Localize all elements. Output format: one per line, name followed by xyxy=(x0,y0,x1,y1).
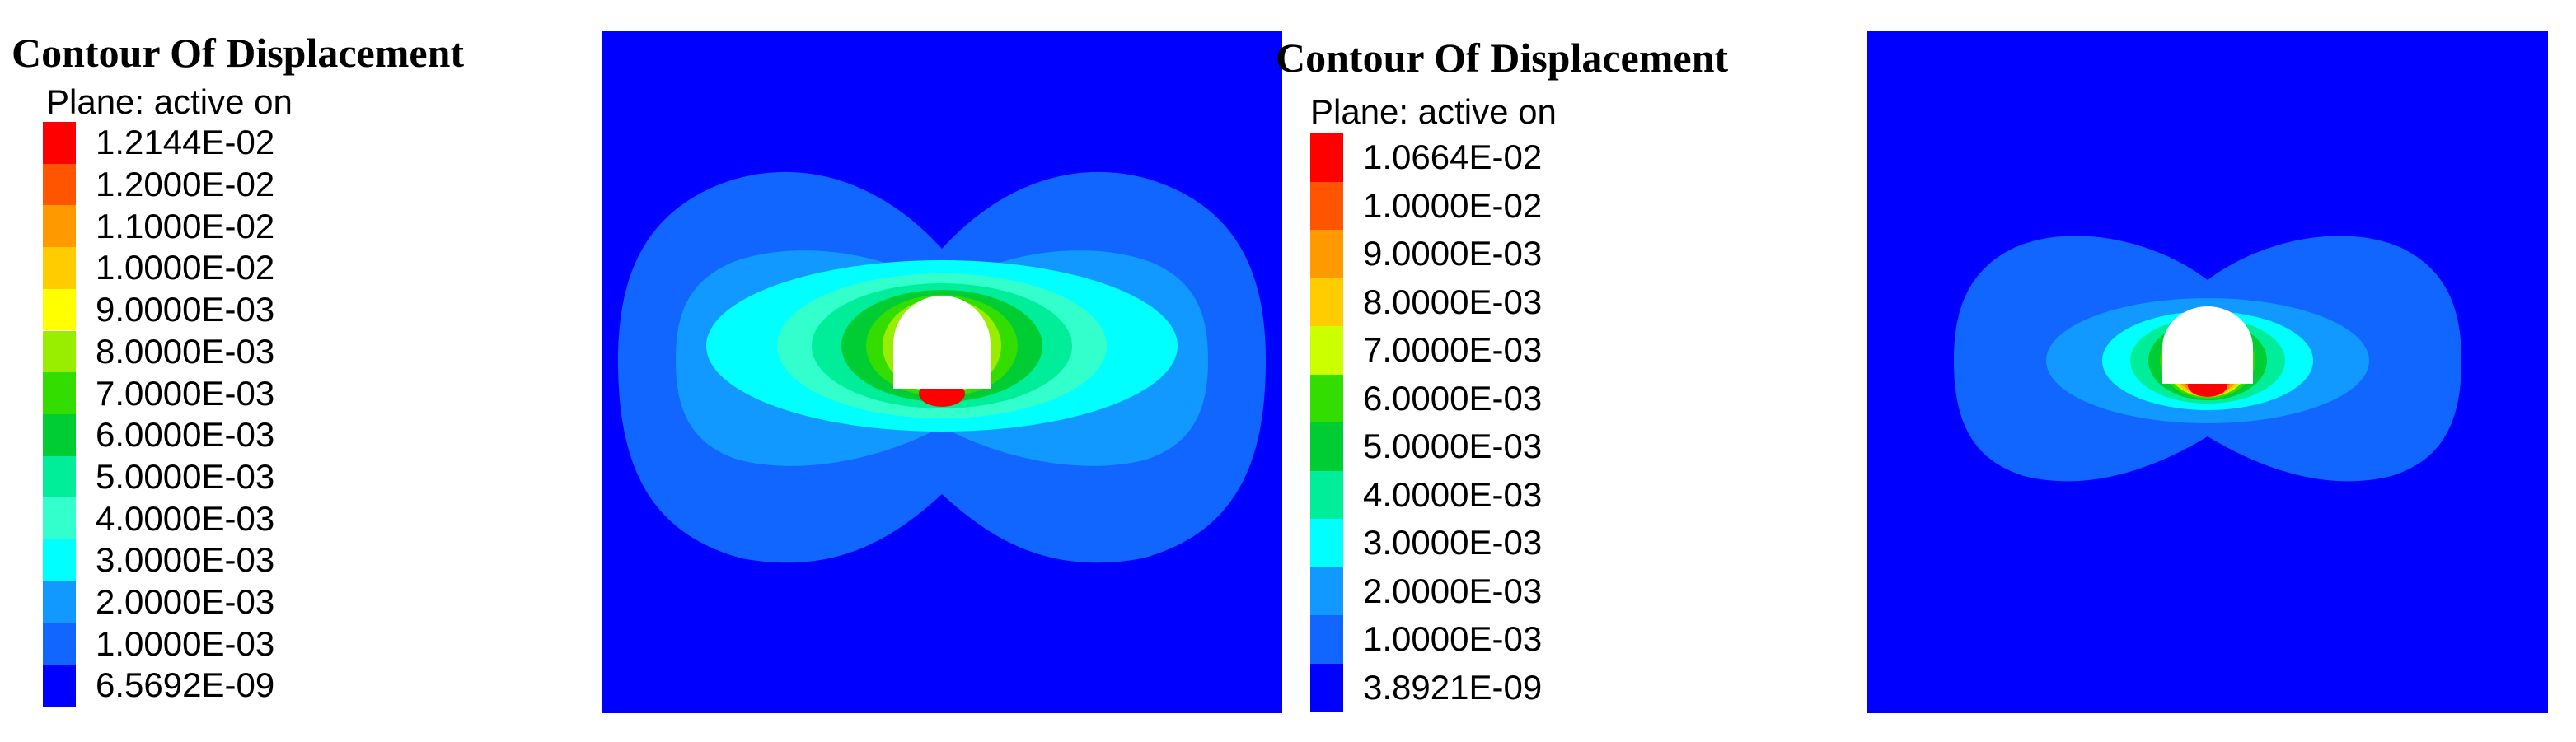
legend-swatch xyxy=(1310,567,1343,615)
legend-item: 1.0000E-02 xyxy=(43,247,389,289)
legend-label: 8.0000E-03 xyxy=(1363,282,1543,321)
legend-label: 4.0000E-03 xyxy=(1363,474,1543,514)
legend-item: 1.1000E-02 xyxy=(43,205,389,248)
legend-item: 3.0000E-03 xyxy=(43,539,389,581)
legend-item: 8.0000E-03 xyxy=(43,330,389,373)
legend-swatch xyxy=(43,163,76,206)
legend-label: 1.0664E-02 xyxy=(1363,138,1543,177)
legend-item: 6.0000E-03 xyxy=(43,413,389,456)
legend-item: 1.2144E-02 xyxy=(43,122,389,164)
legend-item: 1.0000E-03 xyxy=(1310,615,1656,664)
panel-a-contour-plot xyxy=(602,31,1282,713)
legend-label: 8.0000E-03 xyxy=(96,331,275,371)
legend-item: 5.0000E-03 xyxy=(43,455,389,498)
legend-label: 5.0000E-03 xyxy=(96,456,275,496)
legend-swatch xyxy=(43,288,76,331)
legend-label: 6.0000E-03 xyxy=(1363,378,1543,418)
legend-label: 1.0000E-02 xyxy=(1363,185,1543,225)
legend-label: 2.0000E-03 xyxy=(1363,571,1543,610)
panel-a-title: Contour Of Displacement xyxy=(12,30,465,76)
legend-swatch xyxy=(1310,470,1343,519)
legend-label: 5.0000E-03 xyxy=(1363,427,1543,466)
legend-item: 6.0000E-03 xyxy=(1310,374,1656,422)
legend-label: 9.0000E-03 xyxy=(96,290,275,329)
legend-swatch xyxy=(1310,230,1343,278)
tunnel-opening xyxy=(2162,306,2253,384)
legend-label: 1.0000E-02 xyxy=(96,248,275,287)
legend-item: 8.0000E-03 xyxy=(1310,278,1656,326)
legend-swatch xyxy=(43,497,76,539)
legend-swatch xyxy=(1310,615,1343,664)
legend-label: 3.0000E-03 xyxy=(1363,523,1543,562)
legend-item: 4.0000E-03 xyxy=(1310,470,1656,519)
legend-swatch xyxy=(43,539,76,581)
legend-label: 6.0000E-03 xyxy=(96,415,275,455)
legend-label: 3.0000E-03 xyxy=(96,540,275,580)
legend-item: 2.0000E-03 xyxy=(43,581,389,623)
legend-label: 1.0000E-03 xyxy=(1363,619,1543,659)
legend-item: 1.0664E-02 xyxy=(1310,133,1656,182)
legend-item: 6.5692E-09 xyxy=(43,665,389,707)
legend-swatch xyxy=(43,330,76,373)
legend-item: 1.2000E-02 xyxy=(43,163,389,206)
legend-label: 2.0000E-03 xyxy=(96,582,275,622)
legend-label: 9.0000E-03 xyxy=(1363,234,1543,273)
legend-swatch xyxy=(43,581,76,623)
legend-swatch xyxy=(1310,181,1343,230)
panel-b-legend-subtitle: Plane: active on xyxy=(1310,92,1557,131)
legend-swatch xyxy=(43,122,76,164)
legend-item: 5.0000E-03 xyxy=(1310,422,1656,471)
legend-item: 1.0000E-03 xyxy=(43,623,389,665)
legend-item: 9.0000E-03 xyxy=(43,288,389,331)
legend-label: 7.0000E-03 xyxy=(96,373,275,413)
legend-label: 7.0000E-03 xyxy=(1363,330,1543,370)
legend-label: 1.1000E-02 xyxy=(96,206,275,245)
tunnel-opening xyxy=(893,296,991,389)
legend-swatch xyxy=(43,665,76,707)
legend-item: 7.0000E-03 xyxy=(43,372,389,414)
panel-b-title: Contour Of Displacement xyxy=(1276,35,1729,81)
legend-swatch xyxy=(1310,133,1343,182)
legend-label: 4.0000E-03 xyxy=(96,498,275,538)
legend-item: 9.0000E-03 xyxy=(1310,230,1656,278)
legend-swatch xyxy=(43,455,76,498)
legend-swatch xyxy=(1310,422,1343,471)
legend-label: 6.5692E-09 xyxy=(96,665,275,705)
legend-swatch xyxy=(1310,278,1343,326)
legend-label: 1.2144E-02 xyxy=(96,123,275,162)
legend-item: 7.0000E-03 xyxy=(1310,326,1656,375)
legend-swatch xyxy=(43,413,76,456)
panel-a-legend-subtitle: Plane: active on xyxy=(46,82,293,121)
panel-b-contour-plot xyxy=(1867,31,2548,713)
legend-swatch xyxy=(43,623,76,665)
legend-swatch xyxy=(43,205,76,248)
legend-item: 2.0000E-03 xyxy=(1310,567,1656,615)
legend-label: 3.8921E-09 xyxy=(1363,667,1543,707)
legend-item: 4.0000E-03 xyxy=(43,497,389,539)
legend-item: 3.8921E-09 xyxy=(1310,663,1656,712)
panel-b-legend: 1.0664E-02 1.0000E-02 9.0000E-03 8.0000E-03… xyxy=(1310,133,1656,712)
legend-item: 1.0000E-02 xyxy=(1310,181,1656,230)
legend-swatch xyxy=(1310,326,1343,375)
legend-item: 3.0000E-03 xyxy=(1310,519,1656,567)
legend-swatch xyxy=(1310,519,1343,567)
legend-swatch xyxy=(43,372,76,414)
legend-label: 1.0000E-03 xyxy=(96,623,275,663)
legend-swatch xyxy=(43,247,76,289)
panel-a-legend: 1.2144E-02 1.2000E-02 1.1000E-02 1.0000E-02… xyxy=(43,122,389,707)
legend-swatch xyxy=(1310,374,1343,422)
legend-swatch xyxy=(1310,663,1343,712)
legend-label: 1.2000E-02 xyxy=(96,165,275,204)
